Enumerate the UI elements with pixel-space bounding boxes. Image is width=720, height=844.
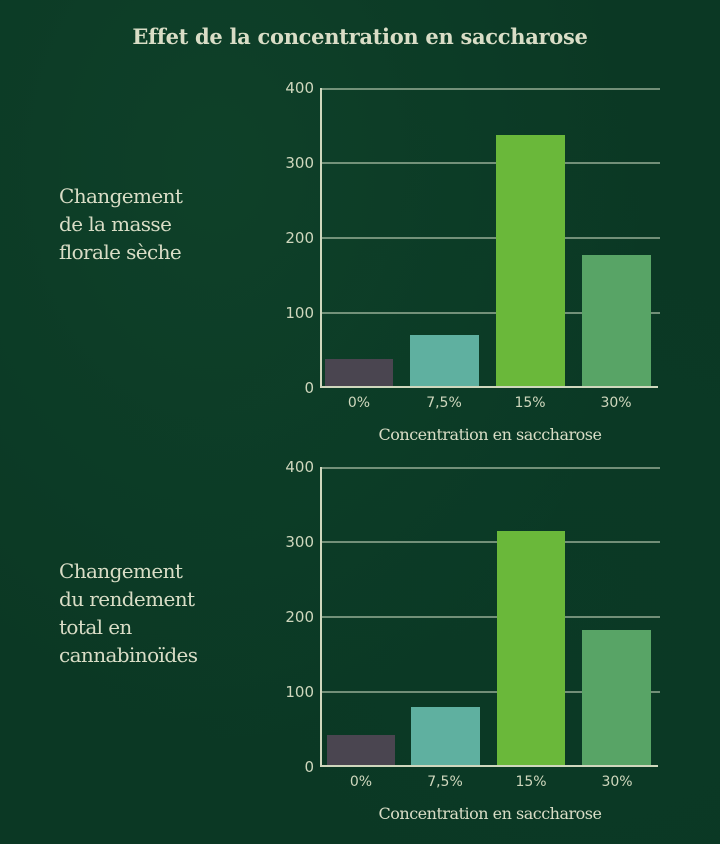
x-axis [320, 386, 658, 388]
y-tick: 0 [304, 379, 314, 397]
y-tick: 200 [285, 229, 314, 247]
gridline [320, 162, 660, 164]
x-tick: 15% [515, 774, 547, 790]
y-tick: 100 [285, 304, 314, 322]
plot-area: 400 300 200 100 0 0% 7,5% 15% 30% Concen… [285, 79, 660, 444]
y-tick: 300 [285, 533, 314, 551]
gridline [320, 237, 660, 239]
x-axis-label: Concentration en saccharose [378, 425, 602, 444]
x-tick: 15% [514, 395, 546, 411]
x-tick: 0% [347, 395, 371, 411]
x-tick: 0% [349, 774, 373, 790]
panel-1-label: Changement de la masse florale sèche [59, 182, 183, 266]
panel-2-label-line: total en [59, 615, 132, 639]
gridline [320, 616, 660, 618]
panel-2-label-line: Changement [59, 559, 183, 583]
y-tick: 400 [285, 79, 314, 97]
bar-30-percent [582, 255, 651, 386]
gridline [320, 467, 660, 469]
chart-dry-flower-mass: 400 300 200 100 0 0% 7,5% 15% 30% Concen… [270, 75, 690, 455]
x-tick: 7,5% [427, 774, 463, 790]
gridline [320, 691, 660, 693]
bar-7-5-percent [410, 335, 479, 386]
y-tick: 100 [285, 683, 314, 701]
y-axis [320, 467, 322, 767]
y-tick: 400 [285, 458, 314, 476]
gridline [320, 541, 660, 543]
y-tick: 0 [304, 758, 314, 776]
panel-1-label-line: de la masse [59, 212, 172, 236]
bar-30-percent [582, 630, 651, 765]
plot-area: 400 300 200 100 0 0% 7,5% 15% 30% Concen… [285, 458, 660, 823]
bar-7-5-percent [411, 707, 480, 765]
y-tick: 200 [285, 608, 314, 626]
panel-2-label-line: cannabinoïdes [59, 643, 198, 667]
bar-15-percent [496, 135, 565, 386]
y-axis [320, 88, 322, 388]
panel-1-label-line: florale sèche [59, 240, 182, 264]
bar-15-percent [497, 531, 565, 765]
x-tick: 30% [600, 395, 632, 411]
bar-0-percent [325, 359, 393, 386]
gridline [320, 88, 660, 90]
x-axis [320, 765, 658, 767]
bar-0-percent [327, 735, 395, 765]
panel-1-label-line: Changement [59, 184, 183, 208]
figure-title: Effet de la concentration en saccharose [132, 24, 588, 49]
panel-2-label-line: du rendement [59, 587, 195, 611]
y-tick: 300 [285, 154, 314, 172]
x-axis-label: Concentration en saccharose [378, 804, 602, 823]
x-tick: 7,5% [426, 395, 462, 411]
gridline [320, 312, 660, 314]
chart-cannabinoid-yield: 400 300 200 100 0 0% 7,5% 15% 30% Concen… [270, 454, 690, 834]
x-tick: 30% [601, 774, 633, 790]
panel-2-label: Changement du rendement total en cannabi… [59, 557, 198, 669]
